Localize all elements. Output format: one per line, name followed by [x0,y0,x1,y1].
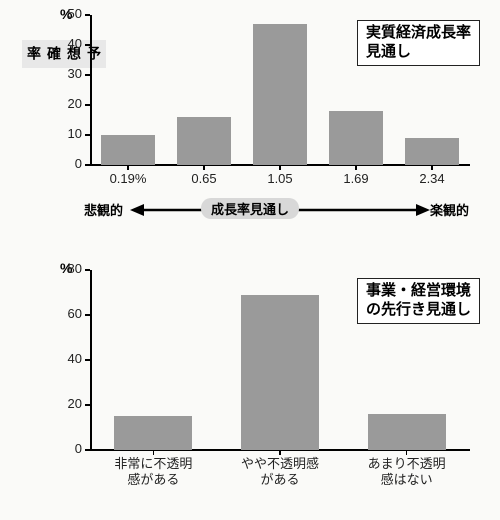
y-axis-line [90,270,92,450]
y-tick [85,134,90,136]
y-tick [85,74,90,76]
bar [114,416,192,450]
x-tick [279,450,281,455]
y-tick-label: 20 [42,96,82,111]
chart2-plot-area: 020406080非常に不透明感があるやや不透明感があるあまり不透明感はない [90,270,470,450]
x-tick-label: やや不透明感がある [217,456,344,487]
bar [329,111,383,165]
x-tick [355,165,357,170]
y-tick [85,359,90,361]
x-tick [406,450,408,455]
bar [177,117,231,165]
bar [253,24,307,165]
x-tick-label: 1.69 [318,171,394,187]
x-tick-label: 0.19% [90,171,166,187]
y-tick-label: 0 [42,441,82,456]
y-tick [85,269,90,271]
x-tick [279,165,281,170]
y-tick [85,104,90,106]
y-tick [85,449,90,451]
x-tick [203,165,205,170]
chart1-plot-area: 010203040500.19%0.651.051.692.34 [90,15,470,165]
bar [405,138,459,165]
x-tick-label: あまり不透明感はない [343,456,470,487]
y-tick-label: 20 [42,396,82,411]
y-tick-label: 0 [42,156,82,171]
y-axis-line [90,15,92,165]
y-tick-label: 60 [42,306,82,321]
y-tick [85,314,90,316]
chart1-center-label: 成長率見通し [201,198,299,219]
y-tick-label: 80 [42,261,82,276]
y-tick-label: 40 [42,351,82,366]
x-tick-label: 2.34 [394,171,470,187]
x-tick-label: 0.65 [166,171,242,187]
y-tick-label: 10 [42,126,82,141]
y-tick [85,404,90,406]
bar [101,135,155,165]
x-tick-label: 非常に不透明感がある [90,456,217,487]
x-tick-label: 1.05 [242,171,318,187]
bar [241,295,319,450]
x-tick [153,450,155,455]
y-tick [85,44,90,46]
bar [368,414,446,450]
y-tick [85,14,90,16]
y-tick-label: 30 [42,66,82,81]
y-tick-label: 40 [42,36,82,51]
x-tick [127,165,129,170]
chart1-center-pill: 成長率見通し [0,198,500,219]
y-tick [85,164,90,166]
y-tick-label: 50 [42,6,82,21]
x-tick [431,165,433,170]
